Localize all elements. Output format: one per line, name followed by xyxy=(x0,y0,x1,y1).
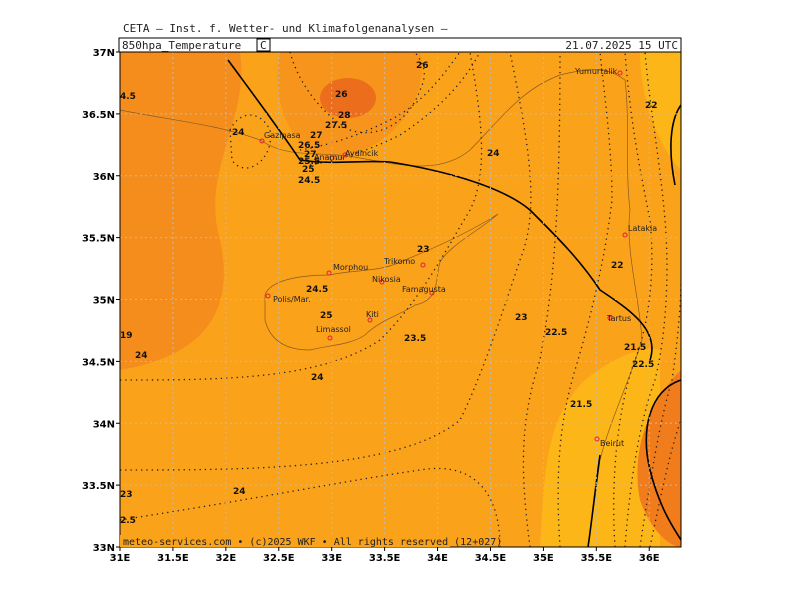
x-tick-label: 34.5E xyxy=(475,553,507,564)
contour-label: 4.5 xyxy=(120,92,136,102)
contour-label: 22 xyxy=(645,101,658,111)
x-tick-label: 35E xyxy=(533,553,554,564)
contour-label: 26 xyxy=(335,90,348,100)
field xyxy=(120,52,681,547)
contour-label: 26 xyxy=(416,61,429,71)
coastline xyxy=(120,52,643,547)
city-marker xyxy=(326,270,332,276)
city-marker xyxy=(420,262,426,268)
city-label: Beirut xyxy=(600,439,624,448)
x-tick-label: 35.5E xyxy=(581,553,613,564)
footer-box xyxy=(120,535,450,547)
city-marker xyxy=(617,70,623,76)
contour-label: 22.5 xyxy=(545,328,567,338)
contour-label: 21.5 xyxy=(570,400,592,410)
contour-label: 28 xyxy=(338,111,351,121)
x-tick-label: 33E xyxy=(321,553,342,564)
city-label: Nikosia xyxy=(372,275,401,284)
warm-region xyxy=(120,52,242,370)
city-label: Yumurtalik xyxy=(574,67,618,76)
contour-label: 24 xyxy=(311,373,324,383)
y-tick-label: 35.5N xyxy=(82,234,115,245)
city-marker xyxy=(342,152,348,158)
parameter: 850hpa_Temperature xyxy=(122,39,241,52)
fronts xyxy=(227,59,681,547)
unit: C xyxy=(260,39,267,52)
city-label: Polis/Mar. xyxy=(273,295,311,304)
contour-label: 24 xyxy=(233,487,246,497)
contour-label: 22 xyxy=(611,261,624,271)
warm-region xyxy=(637,370,681,547)
valid-time: 21.07.2025 15 UTC xyxy=(565,39,678,52)
contour-label: 27 xyxy=(304,150,317,160)
x-tick-label: 34E xyxy=(427,553,448,564)
city-label: Latakia xyxy=(628,224,657,233)
contour-label: 23 xyxy=(120,490,133,500)
footer: meteo-services.com • (c)2025 WKF • All r… xyxy=(123,537,502,548)
cyprus-coast xyxy=(264,213,499,351)
city-label: Tartus xyxy=(606,314,631,323)
x-tick-label: 36E xyxy=(639,553,660,564)
x-tick-label: 31.5E xyxy=(157,553,189,564)
title-bar xyxy=(118,37,682,53)
contour-label: 24 xyxy=(487,149,500,159)
warm-core xyxy=(320,78,376,118)
x-tick-label: 33.5E xyxy=(369,553,401,564)
city-label: Famagusta xyxy=(402,285,446,294)
city-label: Anamur xyxy=(314,153,346,162)
y-tick-label: 34N xyxy=(93,419,115,430)
city-label: Gazipasa xyxy=(264,131,301,140)
contour-label: 23 xyxy=(515,313,528,323)
contour-label: 25 xyxy=(320,311,333,321)
institute: CETA – Inst. f. Wetter- und Klimafolgena… xyxy=(123,22,448,35)
city-marker xyxy=(429,290,435,296)
city-label: Limassol xyxy=(316,325,351,334)
unit-box xyxy=(256,38,271,52)
contour-label: 22.5 xyxy=(632,360,654,370)
city-label: Aydincik xyxy=(345,149,379,158)
city-marker xyxy=(594,436,600,442)
city-marker xyxy=(367,317,373,323)
x-tick-label: 32.5E xyxy=(263,553,295,564)
contour-label: 24.5 xyxy=(298,176,320,186)
contour-label: 2.5 xyxy=(120,516,136,526)
contour-label: 25.5 xyxy=(298,157,320,167)
city-label: Trikomo xyxy=(383,257,415,266)
y-tick-label: 34.5N xyxy=(82,357,115,368)
city-label: Morphou xyxy=(333,263,368,272)
y-tick-label: 36.5N xyxy=(82,110,115,121)
city-marker xyxy=(327,335,333,341)
contour-label: 23 xyxy=(417,245,430,255)
x-tick-label: 32E xyxy=(215,553,236,564)
contour-label: 23.5 xyxy=(404,334,426,344)
contour-label: 24.5 xyxy=(306,285,328,295)
city-label: Kiti xyxy=(366,310,379,319)
contour-label: 24 xyxy=(135,351,148,361)
contour-label: 26.5 xyxy=(298,141,320,151)
contour-label: 25 xyxy=(302,165,315,175)
y-tick-label: 33N xyxy=(93,543,115,554)
y-tick-label: 35N xyxy=(93,296,115,307)
cool-region xyxy=(540,349,660,547)
city-marker xyxy=(607,315,613,321)
y-tick-label: 37N xyxy=(93,48,115,59)
x-tick-label: 31E xyxy=(110,553,131,564)
contour-label: 27 xyxy=(310,131,323,141)
city-marker xyxy=(379,279,385,285)
y-tick-label: 33.5N xyxy=(82,481,115,492)
city-marker xyxy=(622,232,628,238)
city-marker xyxy=(329,155,335,161)
contour-label: 19 xyxy=(120,331,133,341)
contour-label: 24 xyxy=(232,128,245,138)
contour-label: 21.5 xyxy=(624,343,646,353)
contour-label: 27.5 xyxy=(325,121,347,131)
city-marker xyxy=(259,138,265,144)
city-marker xyxy=(265,293,271,299)
y-tick-label: 36N xyxy=(93,172,115,183)
